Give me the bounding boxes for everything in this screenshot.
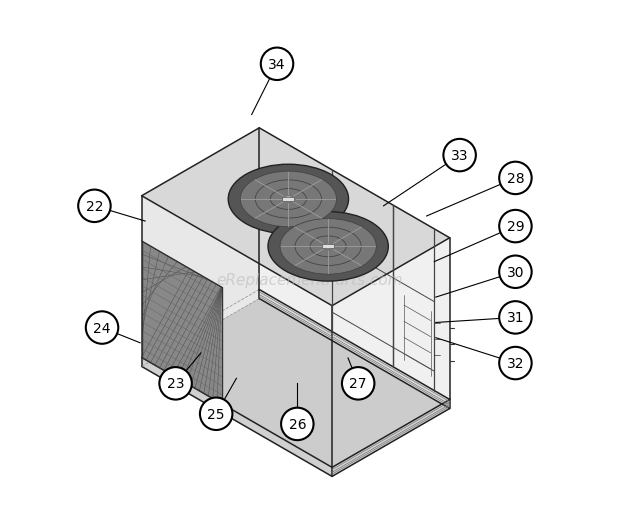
Ellipse shape [323,244,334,250]
Text: 24: 24 [93,321,111,335]
Text: 33: 33 [451,149,468,163]
Polygon shape [141,299,450,476]
Polygon shape [141,129,450,306]
Text: eReplacementParts.com: eReplacementParts.com [216,272,404,287]
Circle shape [261,48,293,81]
Text: 26: 26 [288,417,306,431]
Circle shape [78,190,110,222]
Polygon shape [141,242,221,404]
Circle shape [499,210,532,243]
Ellipse shape [268,212,388,281]
Ellipse shape [240,172,337,228]
Circle shape [281,408,314,440]
Text: 27: 27 [350,377,367,390]
Ellipse shape [283,196,294,203]
Polygon shape [259,129,450,400]
Text: 31: 31 [507,311,525,325]
Circle shape [499,347,532,380]
Text: 22: 22 [86,200,103,213]
Ellipse shape [270,189,306,210]
Polygon shape [332,400,449,476]
Circle shape [499,256,532,289]
Ellipse shape [228,165,348,234]
Circle shape [499,162,532,195]
Text: 25: 25 [208,407,225,421]
Circle shape [200,398,232,430]
Polygon shape [322,245,334,249]
Text: 28: 28 [507,172,525,186]
Polygon shape [141,358,332,476]
Circle shape [443,139,476,172]
Circle shape [159,367,192,400]
Circle shape [86,312,118,344]
Polygon shape [282,197,294,202]
Text: 29: 29 [507,220,525,234]
Circle shape [499,301,532,334]
Ellipse shape [295,228,361,266]
Ellipse shape [310,237,346,257]
Ellipse shape [255,181,322,219]
Text: 32: 32 [507,356,524,371]
Text: 30: 30 [507,265,524,279]
Text: 23: 23 [167,377,184,390]
Text: 34: 34 [268,58,286,72]
Ellipse shape [280,219,376,275]
Polygon shape [259,290,450,409]
Polygon shape [141,196,332,467]
Circle shape [342,367,374,400]
